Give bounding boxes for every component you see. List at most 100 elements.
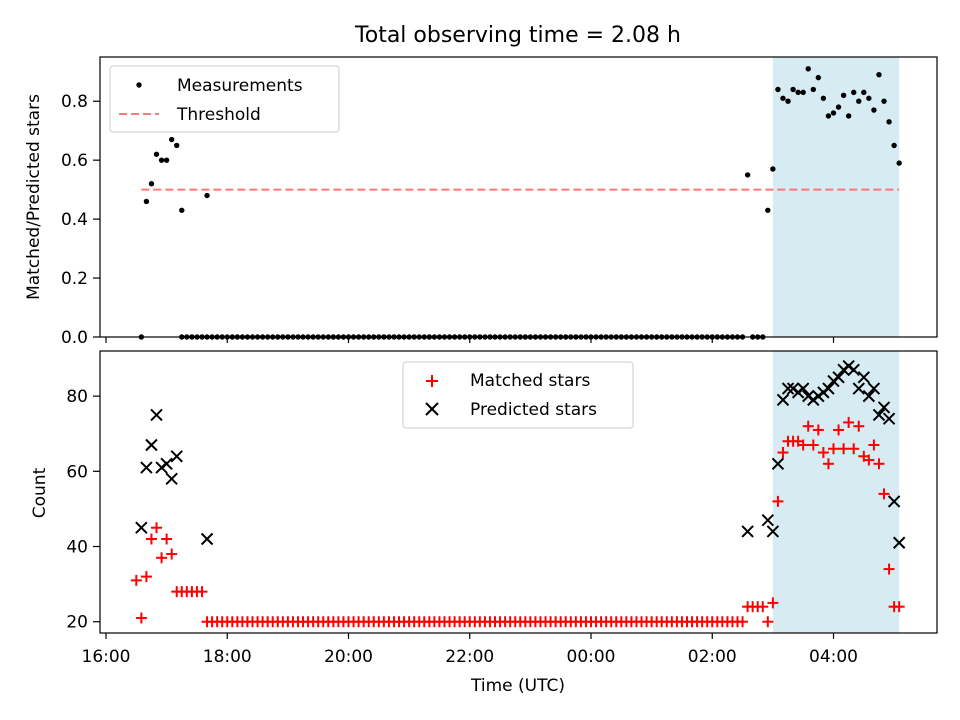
matched-stars-point xyxy=(868,439,880,451)
measurement-point xyxy=(861,89,867,96)
measurement-point xyxy=(851,89,857,96)
measurement-point xyxy=(143,198,150,205)
matched-stars-point xyxy=(838,443,850,455)
measurement-point xyxy=(881,98,887,104)
xtick-label: 00:00 xyxy=(567,647,616,667)
predicted-stars-point xyxy=(160,457,173,471)
measurement-point xyxy=(780,95,786,101)
top-legend-box xyxy=(109,65,340,133)
measurement-point xyxy=(820,95,827,101)
measurement-point xyxy=(770,166,776,172)
bottom-ytick-label: 20 xyxy=(66,613,88,633)
predicted-stars-point xyxy=(877,401,891,414)
matched-stars-point xyxy=(893,601,905,613)
measurement-point xyxy=(805,66,811,72)
measurement-point xyxy=(840,92,847,99)
matched-stars-point xyxy=(762,616,774,628)
matched-stars-point xyxy=(822,458,834,470)
legend-matched-label: Matched stars xyxy=(470,371,590,391)
matched-stars-point xyxy=(135,612,147,624)
matched-stars-point xyxy=(196,586,208,598)
measurement-point xyxy=(168,136,175,143)
top-ytick-label: 0.8 xyxy=(61,92,88,112)
measurement-point xyxy=(148,181,155,187)
measurement-point xyxy=(866,95,872,101)
matched-stars-point xyxy=(161,533,173,545)
matched-stars-point xyxy=(833,424,845,436)
predicted-stars-point xyxy=(852,382,865,395)
matched-stars-point xyxy=(772,495,784,507)
predicted-stars-point xyxy=(872,408,886,422)
matched-stars-point xyxy=(812,424,824,436)
legend-matched-marker xyxy=(426,375,438,387)
predicted-stars-point xyxy=(135,521,148,534)
bottom-legend-box xyxy=(402,361,634,429)
top-axes-frame xyxy=(99,56,938,338)
matched-stars-point xyxy=(843,416,855,428)
matched-stars-point xyxy=(848,443,860,455)
bottom-ytick-label: 60 xyxy=(66,462,88,482)
bottom-legend: Matched stars Predicted stars xyxy=(402,361,634,429)
legend-predicted-marker xyxy=(425,402,439,416)
predicted-stars-point xyxy=(145,438,158,452)
predicted-stars-point xyxy=(150,408,163,422)
top-ytick-label: 0.4 xyxy=(61,210,88,230)
top-panel: 0.00.20.40.60.8 Matched/Predicted stars … xyxy=(24,56,938,348)
matched-stars-point xyxy=(853,420,865,432)
xtick-label: 22:00 xyxy=(445,647,494,667)
measurement-point xyxy=(891,142,897,149)
predicted-stars-point xyxy=(862,389,876,403)
measurement-point xyxy=(174,142,180,149)
top-y-axis-label: Matched/Predicted stars xyxy=(24,94,44,300)
predicted-stars-point xyxy=(867,382,881,395)
measurement-point xyxy=(765,207,771,213)
top-ytick-label: 0.0 xyxy=(61,328,88,348)
measurement-point xyxy=(835,104,842,110)
measurement-point xyxy=(153,151,160,157)
predicted-stars-point xyxy=(761,513,775,527)
predicted-stars-point xyxy=(741,525,754,538)
measurement-point xyxy=(886,119,892,125)
matched-stars-point xyxy=(777,447,789,459)
predicted-stars-point xyxy=(847,363,860,377)
predicted-stars-point xyxy=(882,412,896,425)
measurement-point xyxy=(810,86,816,93)
matched-stars-point xyxy=(166,548,178,560)
legend-predicted-label: Predicted stars xyxy=(470,400,597,420)
legend-measurements-label: Measurements xyxy=(177,76,303,96)
predicted-stars-point xyxy=(140,461,153,474)
xtick-label: 20:00 xyxy=(324,647,373,667)
measurement-point xyxy=(204,192,210,199)
matched-stars-point xyxy=(807,439,819,451)
predicted-stars-point xyxy=(170,450,183,463)
bottom-panel: 20 40 60 80 16:00 18:00 20:00 22:00 00:00 02:00 0… xyxy=(30,350,938,696)
predicted-stars-point xyxy=(165,472,178,486)
matched-stars-point xyxy=(767,597,779,609)
measurement-point xyxy=(775,86,781,93)
predicted-stars-point xyxy=(781,382,795,395)
predicted-stars-point xyxy=(887,495,901,508)
matched-stars-point xyxy=(201,616,213,628)
predicted-stars-point xyxy=(771,457,785,471)
figure-title: Total observing time = 2.08 h xyxy=(354,23,681,48)
top-legend: Measurements Threshold xyxy=(109,65,340,133)
top-ytick-label: 0.2 xyxy=(61,269,88,289)
matched-stars-point xyxy=(151,522,163,534)
matched-stars-point xyxy=(878,488,890,500)
bottom-shaded-region xyxy=(772,351,900,633)
measurement-point xyxy=(800,89,806,96)
xtick-label: 18:00 xyxy=(203,647,252,667)
matched-stars-point xyxy=(883,563,895,575)
matched-stars-point xyxy=(828,443,839,455)
measurement-point xyxy=(158,157,165,163)
bottom-ytick-label: 80 xyxy=(66,387,88,407)
matched-stars-point xyxy=(757,601,769,613)
measurement-point xyxy=(845,113,852,119)
bottom-ytick-label: 40 xyxy=(66,538,88,558)
matched-stars-point xyxy=(156,552,168,564)
predicted-stars-point xyxy=(776,393,790,407)
xtick-label: 16:00 xyxy=(82,647,131,667)
matched-stars-point xyxy=(873,458,885,470)
xtick-label: 02:00 xyxy=(688,647,737,667)
